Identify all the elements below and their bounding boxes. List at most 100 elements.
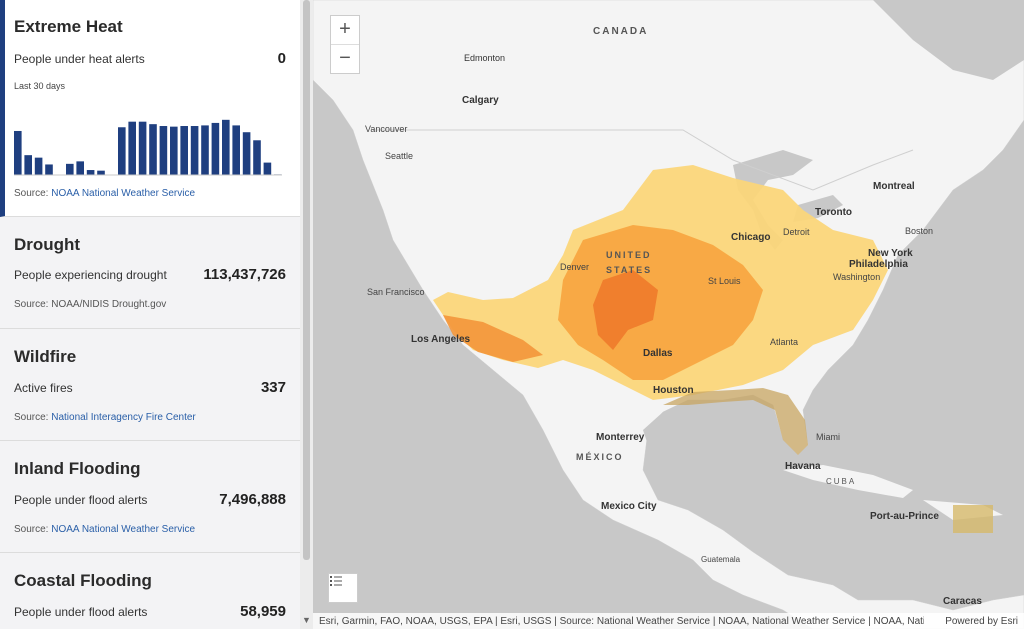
label-calgary: Calgary: [462, 95, 499, 106]
label-caracas: Caracas: [943, 596, 982, 607]
metric-row: People under heat alerts 0: [14, 50, 286, 67]
list-icon: [330, 576, 342, 586]
label-detroit: Detroit: [783, 227, 810, 237]
heat-bar[interactable]: [159, 126, 168, 175]
chart-subtitle: Last 30 days: [14, 81, 66, 91]
label-philadelphia: Philadelphia: [849, 259, 908, 270]
water-gulf: [643, 395, 798, 480]
source-link[interactable]: NOAA National Weather Service: [51, 524, 196, 535]
label-new-york: New York: [868, 248, 913, 259]
heat-bar[interactable]: [263, 162, 272, 175]
heat-bar[interactable]: [76, 161, 84, 175]
label-st-louis: St Louis: [708, 276, 741, 286]
label-edmonton: Edmonton: [464, 53, 506, 63]
zoom-out-button[interactable]: −: [331, 44, 359, 73]
attribution-bar: Esri, Garmin, FAO, NOAA, USGS, EPA | Esr…: [313, 613, 1024, 629]
card-title: Inland Flooding: [14, 459, 141, 478]
heat-bar[interactable]: [128, 121, 136, 175]
label-seattle: Seattle: [385, 151, 414, 161]
card-drought[interactable]: Drought People experiencing drought 113,…: [0, 217, 300, 329]
source-link[interactable]: NOAA National Weather Service: [51, 188, 196, 199]
metric-value: 58,959: [240, 603, 286, 620]
label-havana: Havana: [785, 461, 821, 472]
metric-row: Active fires 337: [14, 379, 286, 396]
card-inland-flooding[interactable]: Inland Flooding People under flood alert…: [0, 441, 300, 553]
source-prefix: Source:: [14, 524, 52, 535]
coastal-flood-gulf: [663, 388, 808, 455]
label-boston: Boston: [905, 226, 934, 236]
powered-by[interactable]: Powered by Esri: [945, 615, 1018, 627]
attribution-text: Esri, Garmin, FAO, NOAA, USGS, EPA | Esr…: [319, 615, 924, 627]
zoom-in-button[interactable]: +: [339, 18, 351, 40]
heat-bar[interactable]: [66, 163, 74, 175]
source-row: Source: NOAA/NIDIS Drought.gov: [14, 299, 166, 310]
metric-label: People experiencing drought: [14, 267, 167, 282]
heat-bar[interactable]: [34, 157, 43, 175]
label-houston: Houston: [653, 385, 694, 396]
scrollbar-thumb[interactable]: [303, 0, 310, 560]
heat-bar[interactable]: [180, 126, 188, 175]
label-washington: Washington: [833, 272, 881, 282]
metric-label: People under flood alerts: [14, 492, 148, 507]
source-prefix: Source:: [14, 188, 52, 199]
heat-bar[interactable]: [24, 155, 32, 175]
card-coastal-flooding[interactable]: Coastal Flooding People under flood aler…: [0, 553, 300, 629]
source-text: NOAA/NIDIS Drought.gov: [51, 299, 167, 310]
heat-bar-chart: [14, 119, 282, 176]
heat-bar[interactable]: [97, 170, 105, 175]
card-wildfire[interactable]: Wildfire Active fires 337 Source: Nation…: [0, 329, 300, 441]
border-canada: [373, 129, 914, 191]
heat-bar[interactable]: [242, 132, 251, 175]
heat-bar[interactable]: [45, 164, 53, 175]
legend-button[interactable]: [328, 573, 358, 603]
card-title: Extreme Heat: [14, 17, 123, 36]
metric-value: 337: [260, 379, 286, 396]
scroll-down-icon[interactable]: ▼: [302, 615, 311, 625]
heat-bar[interactable]: [118, 127, 126, 175]
metric-row: People under flood alerts 7,496,888: [14, 491, 286, 508]
label-port-au-prince: Port-au-Prince: [870, 511, 939, 522]
map-view[interactable]: CANADA Edmonton Calgary Vancouver Seattl…: [313, 0, 1024, 629]
heat-bar[interactable]: [14, 130, 22, 175]
metric-value: 7,496,888: [219, 491, 286, 508]
heat-bar[interactable]: [201, 125, 209, 175]
label-san-francisco: San Francisco: [367, 287, 425, 297]
heat-bar[interactable]: [149, 124, 157, 175]
source-row: Source: NOAA National Weather Service: [14, 524, 195, 535]
metric-label: People under flood alerts: [14, 604, 148, 619]
heat-bar[interactable]: [232, 125, 240, 175]
great-lakes: [733, 150, 813, 250]
metric-label: People under heat alerts: [14, 51, 145, 66]
heat-bar[interactable]: [253, 140, 261, 175]
label-canada: CANADA: [593, 26, 649, 37]
coastal-flood-haiti: [953, 505, 993, 533]
sidebar: Extreme Heat People under heat alerts 0 …: [0, 0, 300, 629]
label-vancouver: Vancouver: [365, 124, 408, 134]
metric-row: People experiencing drought 113,437,726: [14, 266, 286, 283]
label-toronto: Toronto: [815, 207, 853, 218]
card-extreme-heat[interactable]: Extreme Heat People under heat alerts 0 …: [0, 0, 300, 217]
heat-bar[interactable]: [86, 170, 95, 175]
label-guatemala: Guatemala: [701, 555, 741, 564]
source-row: Source: NOAA National Weather Service: [14, 188, 195, 199]
heat-bar[interactable]: [222, 119, 230, 175]
heat-bar[interactable]: [170, 126, 178, 175]
label-united: UNITED: [606, 250, 652, 260]
source-prefix: Source:: [14, 299, 52, 310]
label-states: STATES: [606, 265, 653, 275]
water-hudson: [873, 0, 1024, 80]
metric-value: 0: [277, 50, 286, 67]
label-atlanta: Atlanta: [770, 337, 799, 347]
basemap: [313, 0, 1024, 629]
label-dallas: Dallas: [643, 348, 673, 359]
heat-bar[interactable]: [211, 122, 220, 175]
label-mexico-city: Mexico City: [601, 501, 657, 512]
label-monterrey: Monterrey: [596, 432, 645, 443]
land-cuba: [783, 465, 913, 498]
heat-bar[interactable]: [138, 121, 147, 175]
metric-label: Active fires: [14, 380, 73, 395]
heat-bar[interactable]: [190, 126, 199, 175]
sidebar-scrollbar[interactable]: ▼: [300, 0, 313, 629]
source-link[interactable]: National Interagency Fire Center: [51, 412, 196, 423]
